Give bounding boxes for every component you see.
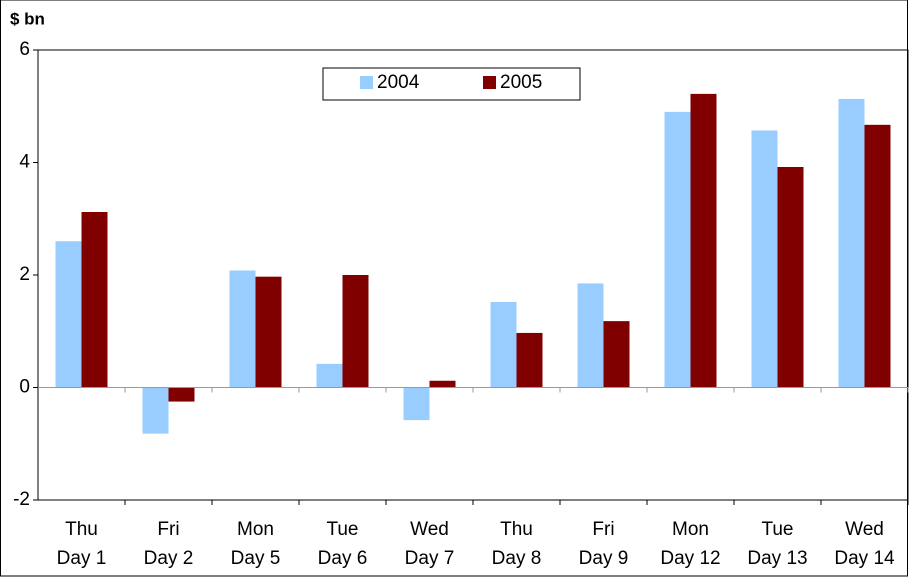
bar [429,380,456,388]
x-tick-label: Day 2 [144,548,194,569]
bar [603,321,630,388]
x-tick-label: Day 12 [660,548,720,569]
bar [168,387,195,402]
x-tick-label: Thu [65,519,98,540]
x-tick-label: Fri [592,519,614,540]
y-tick-label: 6 [19,39,30,60]
bar [751,130,778,388]
bar [864,124,891,388]
x-tick-label: Day 5 [231,548,281,569]
legend-swatch [483,76,496,89]
y-tick-label: 4 [19,152,30,173]
y-axis-label: $ bn [10,9,45,28]
x-tick-label: Day 7 [405,548,455,569]
legend-label: 2005 [500,72,542,93]
x-tick-label: Day 6 [318,548,368,569]
legend-label: 2004 [377,72,420,93]
bar [838,98,865,388]
bar [516,332,543,388]
x-tick-label: Mon [672,519,709,540]
x-tick-label: Tue [326,519,358,540]
bar [342,275,369,388]
bar [81,212,108,388]
x-tick-label: Day 14 [834,548,895,569]
bar [316,363,343,388]
bar [777,167,804,388]
y-tick-label: -2 [13,489,30,510]
x-tick-label: Day 9 [579,548,629,569]
bar [255,276,282,388]
x-tick-label: Fri [157,519,179,540]
bar [490,302,517,388]
legend-swatch [360,76,373,89]
x-tick-label: Day 1 [57,548,107,569]
bar [690,93,717,388]
x-tick-label: Day 13 [747,548,807,569]
bar [142,387,169,434]
bar [229,270,256,388]
x-tick-label: Wed [410,519,449,540]
x-tick-label: Wed [845,519,884,540]
y-tick-label: 0 [19,377,30,398]
x-tick-label: Mon [237,519,274,540]
x-tick-label: Tue [761,519,793,540]
bar [403,387,430,421]
y-tick-label: 2 [19,264,30,285]
bar [664,111,691,388]
bar [55,241,82,388]
bar [577,283,604,388]
x-tick-label: Thu [500,519,533,540]
x-tick-label: Day 8 [492,548,542,569]
